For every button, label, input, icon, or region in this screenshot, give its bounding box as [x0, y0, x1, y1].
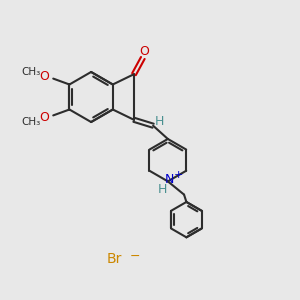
Text: CH₃: CH₃ [22, 67, 41, 77]
Text: −: − [130, 250, 140, 263]
Text: Br: Br [107, 252, 122, 266]
Text: H: H [155, 115, 164, 128]
Text: CH₃: CH₃ [22, 117, 41, 127]
Text: O: O [40, 70, 49, 83]
Text: +: + [173, 170, 183, 180]
Text: O: O [40, 111, 49, 124]
Text: O: O [140, 45, 149, 58]
Text: N: N [165, 173, 174, 186]
Text: H: H [158, 183, 167, 196]
